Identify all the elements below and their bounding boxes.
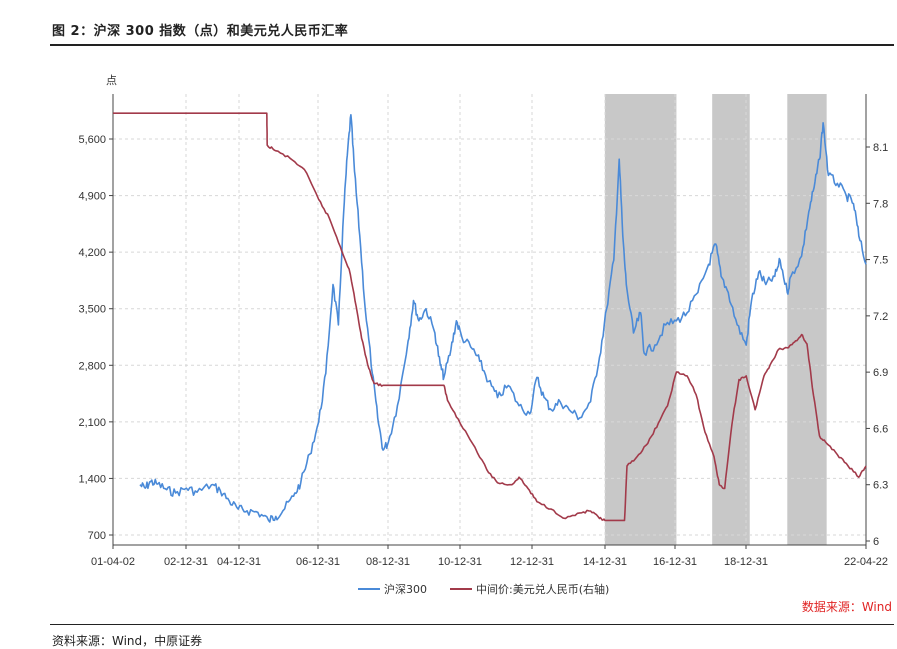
right-tick-label: 8.1 [873, 142, 888, 154]
right-tick-label: 6 [873, 536, 879, 548]
x-tick-label: 14-12-31 [583, 556, 627, 568]
left-tick-label: 2,800 [78, 360, 106, 372]
x-tick-label: 01-04-02 [91, 556, 135, 568]
shaded-period-1 [712, 94, 750, 545]
x-tick-label: 12-12-31 [510, 556, 554, 568]
source-label: 数据来源：Wind [801, 600, 892, 614]
left-tick-label: 700 [88, 530, 106, 542]
x-tick-label: 10-12-31 [438, 556, 482, 568]
right-tick-label: 6.6 [873, 423, 888, 435]
left-tick-label: 3,500 [78, 304, 106, 316]
left-tick-label: 5,600 [78, 134, 106, 146]
x-tick-label: 22-04-22 [844, 556, 888, 568]
right-tick-label: 7.8 [873, 198, 888, 210]
x-tick-label: 06-12-31 [296, 556, 340, 568]
x-tick-label: 18-12-31 [724, 556, 768, 568]
left-tick-label: 1,400 [78, 473, 106, 485]
left-tick-label: 2,100 [78, 417, 106, 429]
left-axis-unit-label: 点 [106, 74, 117, 87]
x-tick-label: 02-12-31 [164, 556, 208, 568]
gridlines [113, 94, 866, 545]
right-tick-label: 6.9 [873, 367, 888, 379]
top-rule [50, 44, 894, 46]
legend-label-1: 中间价:美元兑人民币(右轴) [476, 582, 609, 596]
right-tick-label: 7.2 [873, 311, 888, 323]
left-tick-label: 4,200 [78, 247, 106, 259]
x-tick-label: 16-12-31 [653, 556, 697, 568]
bottom-rule [50, 624, 894, 625]
figure-title: 图 2：沪深 300 指数（点）和美元兑人民币汇率 [52, 24, 349, 39]
x-tick-label: 04-12-31 [217, 556, 261, 568]
left-tick-label: 4,900 [78, 191, 106, 203]
legend-label-0: 沪深300 [384, 582, 427, 596]
axes: 5,600 4,900 4,200 3,500 2,800 2,100 1,400 700 8.… [78, 74, 888, 568]
shaded-period-0 [604, 94, 677, 545]
series-line-0 [139, 114, 867, 523]
footer-note: 资料来源：Wind，中原证券 [52, 634, 203, 648]
right-tick-label: 6.3 [873, 480, 888, 492]
shaded-periods [604, 94, 827, 545]
x-tick-label: 08-12-31 [366, 556, 410, 568]
series-lines [113, 112, 867, 523]
shaded-period-2 [787, 94, 827, 545]
legend: 沪深300 中间价:美元兑人民币(右轴) [358, 582, 609, 596]
right-tick-label: 7.5 [873, 255, 888, 267]
series-line-1 [113, 112, 867, 522]
